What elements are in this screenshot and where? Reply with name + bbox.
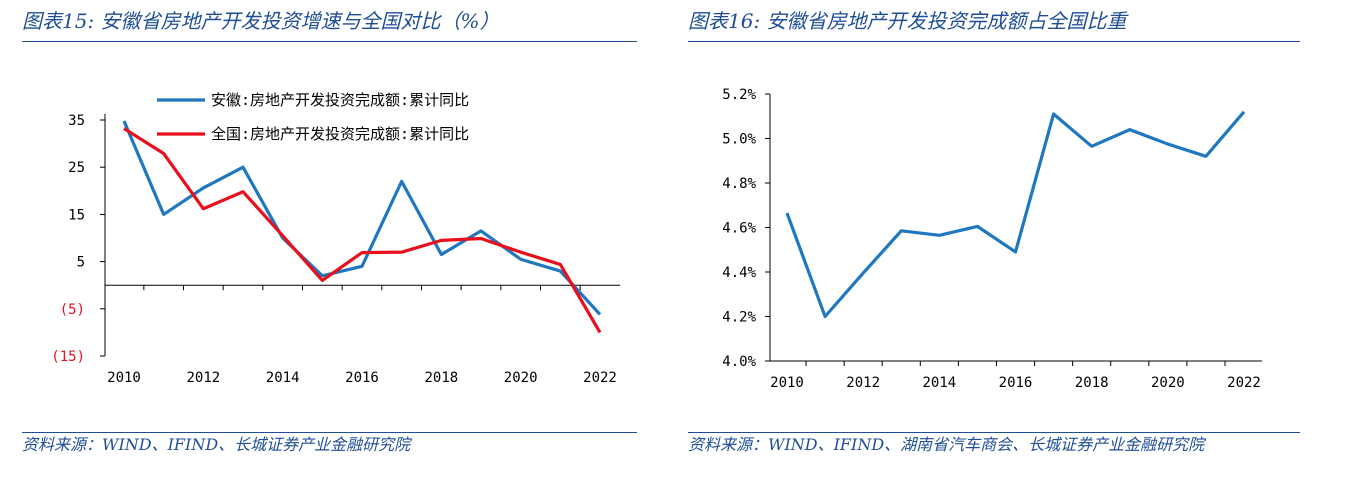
y-tick-label-left: 5 [77, 255, 85, 271]
left-line-chart: 35 25 15 5 (5) (15) 2010 2012 2014 2016 2018 2020 20… [51, 91, 620, 386]
y-tick-label-right: 4.4% [722, 265, 756, 281]
x-tick-label-left: 2012 [186, 370, 220, 386]
y-tick-label-left: (15) [51, 349, 85, 365]
chart-title-right: 图表16: 安徽省房地产开发投资完成额占全国比重 [688, 9, 1127, 33]
y-tick-label-right: 4.0% [722, 354, 756, 370]
x-tick-label-left: 2022 [583, 370, 617, 386]
source-rule-right [688, 432, 1300, 433]
x-tick-label-right: 2022 [1227, 375, 1261, 391]
y-tick-label-left: 35 [68, 113, 85, 129]
y-tick-label-right: 5.2% [722, 87, 756, 103]
x-tick-label-left: 2020 [504, 370, 538, 386]
x-tick-label-right: 2014 [922, 375, 956, 391]
title-rule-left [22, 41, 637, 42]
source-rule-left [22, 432, 637, 433]
y-tick-label-left: (5) [60, 302, 85, 318]
x-tick-label-left: 2018 [424, 370, 458, 386]
source-note-right: 资料来源：WIND、IFIND、湖南省汽车商会、长城证券产业金融研究院 [688, 435, 1205, 454]
y-tick-label-right: 5.0% [722, 132, 756, 148]
chart-title-left: 图表15: 安徽省房地产开发投资增速与全国对比（%） [22, 9, 500, 33]
y-tick-label-left: 25 [68, 160, 85, 176]
series-anhui-line [122, 120, 602, 316]
y-tick-label-right: 4.2% [722, 310, 756, 326]
x-tick-label-right: 2010 [770, 375, 804, 391]
legend-label: 全国:房地产开发投资完成额:累计同比 [211, 125, 469, 143]
x-tick-label-right: 2020 [1151, 375, 1185, 391]
right-line-chart: 5.2% 5.0% 4.8% 4.6% 4.4% 4.2% 4.0% 2010 2012 2014… [722, 87, 1262, 391]
x-tick-label-left: 2014 [266, 370, 300, 386]
title-rule-right [688, 41, 1300, 42]
x-tick-label-right: 2018 [1075, 375, 1109, 391]
y-tick-label-right: 4.8% [722, 176, 756, 192]
x-tick-label-left: 2010 [107, 370, 141, 386]
y-tick-label-left: 15 [68, 207, 85, 223]
x-tick-label-right: 2012 [846, 375, 880, 391]
x-tick-label-right: 2016 [999, 375, 1033, 391]
source-note-left: 资料来源：WIND、IFIND、长城证券产业金融研究院 [22, 435, 411, 454]
x-tick-label-left: 2016 [345, 370, 379, 386]
series-share-line [785, 110, 1246, 319]
series-national-line [123, 127, 602, 334]
y-tick-label-right: 4.6% [722, 221, 756, 237]
legend-label: 安徽:房地产开发投资完成额:累计同比 [211, 91, 469, 109]
